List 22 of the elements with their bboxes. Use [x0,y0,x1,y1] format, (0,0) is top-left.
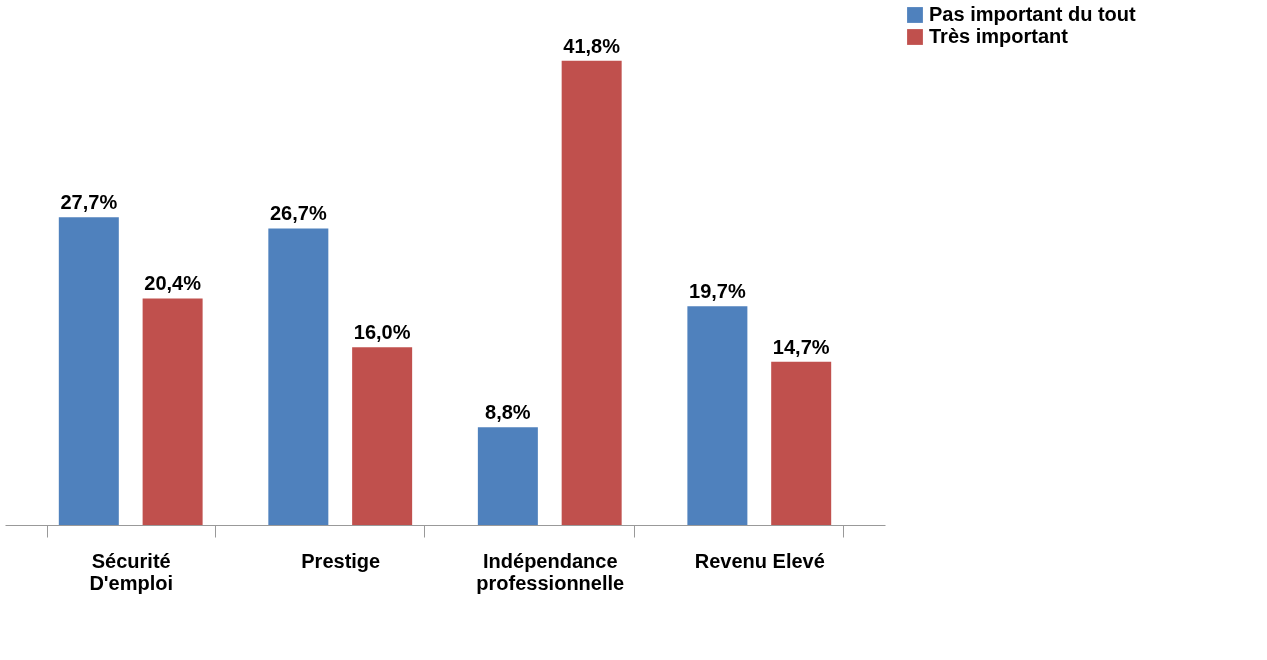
bar [687,306,748,525]
bar [561,60,622,525]
bar [268,228,329,525]
data-label: 26,7% [269,202,327,225]
x-tick-label: Sécurité D'emploi [89,549,174,594]
bar [58,217,119,525]
legend-label: Très important [929,25,1069,47]
legend-label: Pas important du tout [929,3,1136,25]
bar [771,361,832,525]
data-label: 19,7% [689,280,746,303]
data-label: 16,0% [353,321,411,344]
bar [477,427,538,525]
data-label: 27,7% [60,191,118,214]
bar [352,347,413,525]
x-tick-label: Revenu Elevé [694,549,825,572]
x-tick-label: Indépendance professionnelle [476,549,625,594]
x-tick-label: Prestige [301,549,381,572]
data-label: 8,8% [485,401,531,424]
data-label: 14,7% [772,335,830,358]
bar [142,298,203,525]
data-label: 41,8% [563,34,621,57]
data-label: 20,4% [144,272,202,295]
